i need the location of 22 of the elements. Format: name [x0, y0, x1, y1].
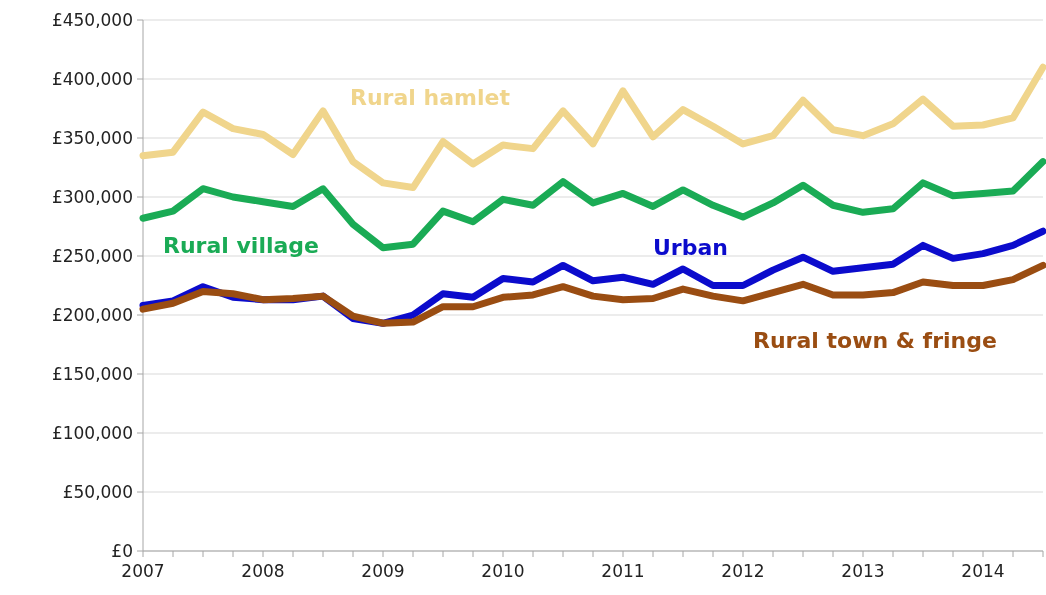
x-tick-label: 2009 — [361, 561, 405, 581]
y-tick-label: £400,000 — [51, 68, 133, 89]
y-tick-label: £250,000 — [51, 245, 133, 266]
y-tick-label: £450,000 — [51, 9, 133, 30]
x-tick-label: 2014 — [961, 561, 1005, 581]
x-tick-label: 2007 — [121, 561, 165, 581]
x-tick-label: 2013 — [841, 561, 885, 581]
y-tick-label: £200,000 — [51, 304, 133, 325]
y-tick-label: £300,000 — [51, 186, 133, 207]
series-label: Rural village — [163, 233, 319, 259]
y-tick-label: £350,000 — [51, 127, 133, 148]
series-label: Rural hamlet — [350, 84, 511, 110]
series-label: Rural town & fringe — [753, 327, 997, 353]
y-tick-label: £0 — [111, 540, 133, 561]
y-tick-label: £100,000 — [51, 422, 133, 443]
x-tick-label: 2010 — [481, 561, 525, 581]
x-tick-label: 2012 — [721, 561, 765, 581]
series-label: Urban — [653, 235, 728, 261]
x-tick-label: 2008 — [241, 561, 285, 581]
x-tick-label: 2011 — [601, 561, 645, 581]
y-tick-label: £150,000 — [51, 363, 133, 384]
y-tick-label: £50,000 — [62, 481, 133, 502]
